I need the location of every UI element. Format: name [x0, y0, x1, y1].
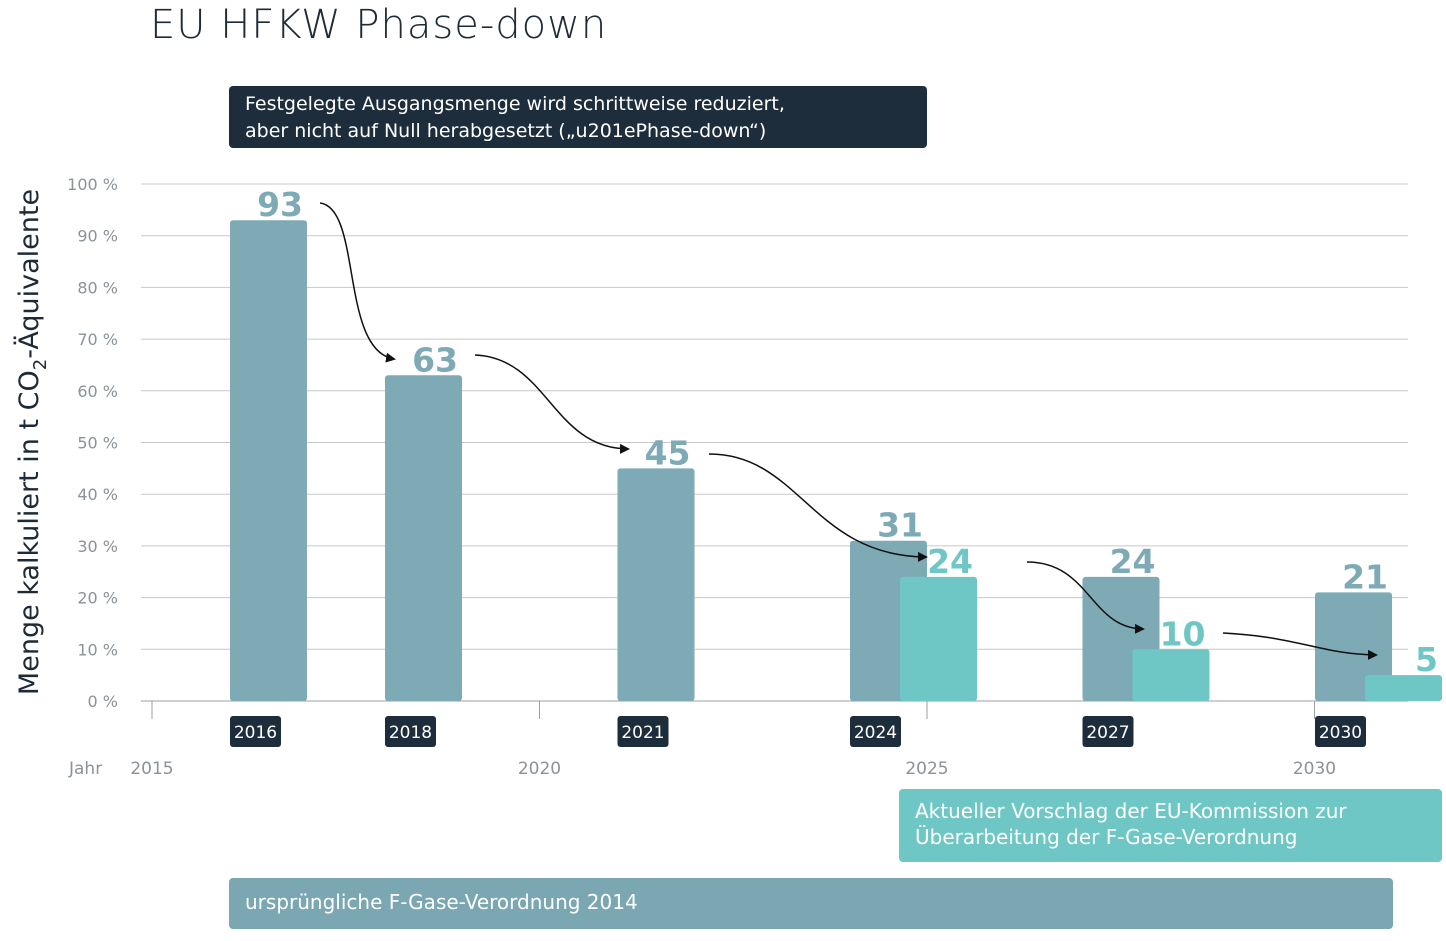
y-tick-label: 40 %	[77, 485, 118, 504]
bar-proposal-2030	[1365, 675, 1442, 701]
year-box-label-2027: 2027	[1086, 723, 1129, 743]
reduction-arrow	[319, 202, 396, 363]
value-label-original-2027: 24	[1110, 542, 1156, 581]
value-label-original-2024: 31	[877, 506, 923, 545]
year-box-2027	[1082, 716, 1134, 747]
y-tick-label: 60 %	[77, 382, 118, 401]
bar-original-2018	[385, 375, 462, 701]
reduction-arrow	[1026, 561, 1145, 634]
value-label-original-2030: 21	[1342, 557, 1388, 596]
y-tick-label: 0 %	[88, 692, 118, 711]
y-tick-label: 90 %	[77, 227, 118, 246]
reduction-arrow	[1222, 632, 1378, 660]
year-box-label-2030: 2030	[1319, 723, 1362, 743]
year-box-2018	[385, 716, 436, 747]
y-axis-label: Menge kalkuliert in t CO2-Äquivalente	[13, 189, 51, 695]
chart-title: EU HFKW Phase-down	[150, 2, 608, 48]
year-box-2024	[850, 716, 901, 747]
x-axis-year-label: 2015	[130, 759, 173, 779]
original-regulation-legend-box: ursprüngliche F-Gase-Verordnung 2014	[229, 878, 1393, 929]
reduction-arrow	[708, 453, 928, 562]
value-label-proposal-2024: 24	[927, 542, 973, 581]
year-box-2016	[230, 716, 281, 747]
x-axis-year-label: 2030	[1293, 759, 1336, 779]
note-line-2: aber nicht auf Null herabgesetzt („u201e…	[245, 120, 767, 142]
year-box-label-2021: 2021	[621, 723, 664, 743]
y-tick-label: 30 %	[77, 537, 118, 556]
x-axis-label: Jahr	[68, 759, 102, 779]
phase-down-note: Festgelegte Ausgangsmenge wird schrittwe…	[229, 86, 927, 148]
bar-original-2016	[230, 220, 307, 701]
value-label-proposal-2027: 10	[1160, 614, 1206, 653]
y-tick-label: 80 %	[77, 278, 118, 297]
value-label-original-2021: 45	[645, 433, 691, 472]
proposal-line-2: Überarbeitung der F-Gase-Verordnung	[915, 825, 1298, 849]
bar-original-2030	[1315, 592, 1392, 701]
proposal-line-1: Aktueller Vorschlag der EU-Kommission zu…	[915, 799, 1347, 823]
year-box-2021	[617, 716, 669, 747]
proposal-legend-box: Aktueller Vorschlag der EU-Kommission zu…	[899, 789, 1442, 862]
reduction-arrow	[474, 354, 630, 454]
x-axis-year-label: 2025	[905, 759, 948, 779]
y-tick-label: 10 %	[77, 640, 118, 659]
bar-proposal-2024	[900, 576, 977, 701]
bar-original-2021	[617, 468, 695, 701]
value-label-proposal-2030: 5	[1415, 640, 1438, 679]
value-label-original-2018: 63	[412, 340, 458, 379]
year-box-label-2016: 2016	[234, 723, 277, 743]
y-tick-label: 20 %	[77, 589, 118, 608]
y-tick-label: 100 %	[67, 175, 118, 194]
year-box-label-2024: 2024	[854, 723, 897, 743]
note-line-1: Festgelegte Ausgangsmenge wird schrittwe…	[245, 93, 785, 115]
y-tick-label: 70 %	[77, 330, 118, 349]
x-axis-year-label: 2020	[518, 759, 561, 779]
bar-proposal-2027	[1132, 649, 1210, 701]
y-tick-label: 50 %	[77, 434, 118, 453]
year-box-label-2018: 2018	[389, 723, 432, 743]
year-box-2030	[1315, 716, 1366, 747]
value-label-original-2016: 93	[257, 185, 303, 224]
